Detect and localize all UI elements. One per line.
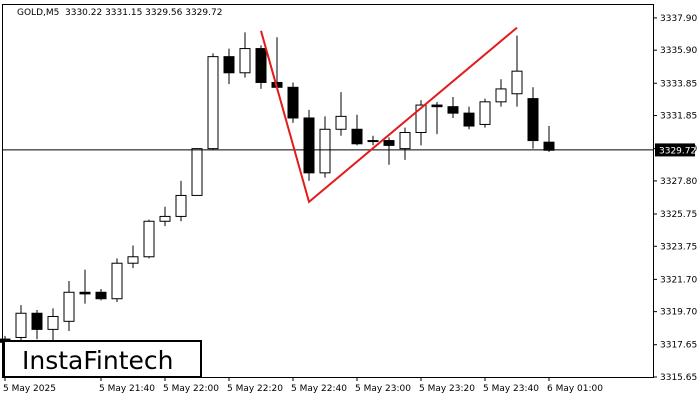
candle-body [47, 315, 59, 330]
candle-body [447, 106, 459, 114]
candle-body [543, 141, 555, 151]
candle [159, 206, 171, 227]
candle [143, 219, 155, 259]
candle-body [111, 262, 123, 300]
x-tick-label: 5 May 21:40 [99, 384, 155, 394]
price-tag: 3329.72 [655, 143, 696, 157]
y-tick-label: 3315.65 [660, 373, 697, 383]
candle [335, 92, 347, 136]
candle-body [127, 256, 139, 264]
candle-body [79, 291, 91, 295]
y-tick-label: 3317.65 [660, 341, 697, 351]
x-tick-label: 5 May 2025 [3, 384, 56, 394]
logo-box [3, 340, 202, 378]
candle-body [431, 104, 443, 108]
candle [495, 79, 507, 107]
candle [239, 32, 251, 78]
pattern-group [260, 26, 518, 204]
candle-body [223, 56, 235, 74]
candle-body [239, 48, 251, 74]
candle-body [383, 140, 395, 146]
y-tick-label: 3331.85 [660, 112, 697, 122]
candle [175, 180, 187, 222]
candle [111, 258, 123, 302]
x-tick-label: 5 May 22:20 [227, 384, 283, 394]
candle-body [159, 215, 171, 222]
candle-body [207, 56, 219, 150]
x-axis: 5 May 2025 5 May 21:40 5 May 22:00 5 May 22… [3, 377, 603, 394]
candle [47, 308, 59, 341]
candle [79, 269, 91, 304]
current-price-label: 3329.72 [659, 146, 696, 156]
y-tick-label: 3321.70 [660, 275, 697, 285]
x-tick-label: 5 May 22:00 [163, 384, 219, 394]
candle [431, 101, 443, 135]
plot-area [2, 4, 654, 378]
x-tick-label: 5 May 23:40 [483, 384, 539, 394]
logo: InstaFintech [3, 340, 202, 378]
candle-body [415, 104, 427, 133]
candle [63, 280, 75, 332]
candle [31, 310, 43, 340]
candle [463, 106, 475, 130]
candle-body [319, 128, 331, 174]
y-tick-label: 3323.75 [660, 242, 697, 252]
candle [383, 137, 395, 165]
candle-body [287, 86, 299, 119]
candle-body [191, 148, 203, 196]
candle [287, 82, 299, 123]
candle [511, 35, 523, 107]
ohlc-readout: 3330.22 3331.15 3329.56 3329.72 [65, 8, 222, 18]
y-tick-label: 3337.90 [660, 14, 697, 24]
candle [351, 114, 363, 146]
candle [399, 127, 411, 160]
candle [367, 135, 379, 146]
candle [255, 45, 267, 89]
y-tick-label: 3327.80 [660, 177, 697, 187]
y-tick-label: 3319.70 [660, 308, 697, 318]
candle-body [15, 312, 27, 338]
candle-body [143, 220, 155, 258]
y-tick-label: 3333.85 [660, 79, 697, 89]
candle [223, 48, 235, 85]
candle-body [351, 128, 363, 145]
logo-text: InstaFintech [22, 346, 174, 375]
candle-body [95, 291, 107, 300]
candle-body [527, 98, 539, 142]
candle-body [463, 112, 475, 127]
candle [447, 96, 459, 118]
y-axis: 3315.65 3317.65 3319.70 3321.70 3323.75 3325.… [653, 14, 697, 383]
candle-body [479, 101, 491, 125]
candle [15, 305, 27, 341]
symbol-label: GOLD,M5 [17, 8, 59, 18]
candle [127, 245, 139, 269]
y-tick-label: 3325.75 [660, 210, 697, 220]
candle-body [511, 70, 523, 95]
candle-body [367, 140, 379, 143]
candles-group [0, 32, 555, 348]
candle-body [399, 131, 411, 150]
candle [207, 53, 219, 151]
x-tick-label: 6 May 01:00 [547, 384, 603, 394]
candle-body [63, 291, 75, 322]
x-tick-label: 5 May 23:00 [355, 384, 411, 394]
candle [95, 289, 107, 301]
price-tag-background [655, 143, 695, 157]
candle [303, 109, 315, 181]
pattern-line [260, 26, 518, 204]
candle [191, 148, 203, 196]
candle-body [303, 117, 315, 174]
candle [319, 116, 331, 178]
candle-body [335, 115, 347, 130]
x-tick-label: 5 May 22:40 [291, 384, 347, 394]
candle-body [175, 194, 187, 217]
candle [527, 87, 539, 149]
x-tick-label: 5 May 23:20 [419, 384, 475, 394]
candle-body [495, 88, 507, 103]
candle-body [31, 312, 43, 330]
candle-body [255, 48, 267, 83]
y-tick-label: 3335.90 [660, 46, 697, 56]
candle [479, 98, 491, 128]
